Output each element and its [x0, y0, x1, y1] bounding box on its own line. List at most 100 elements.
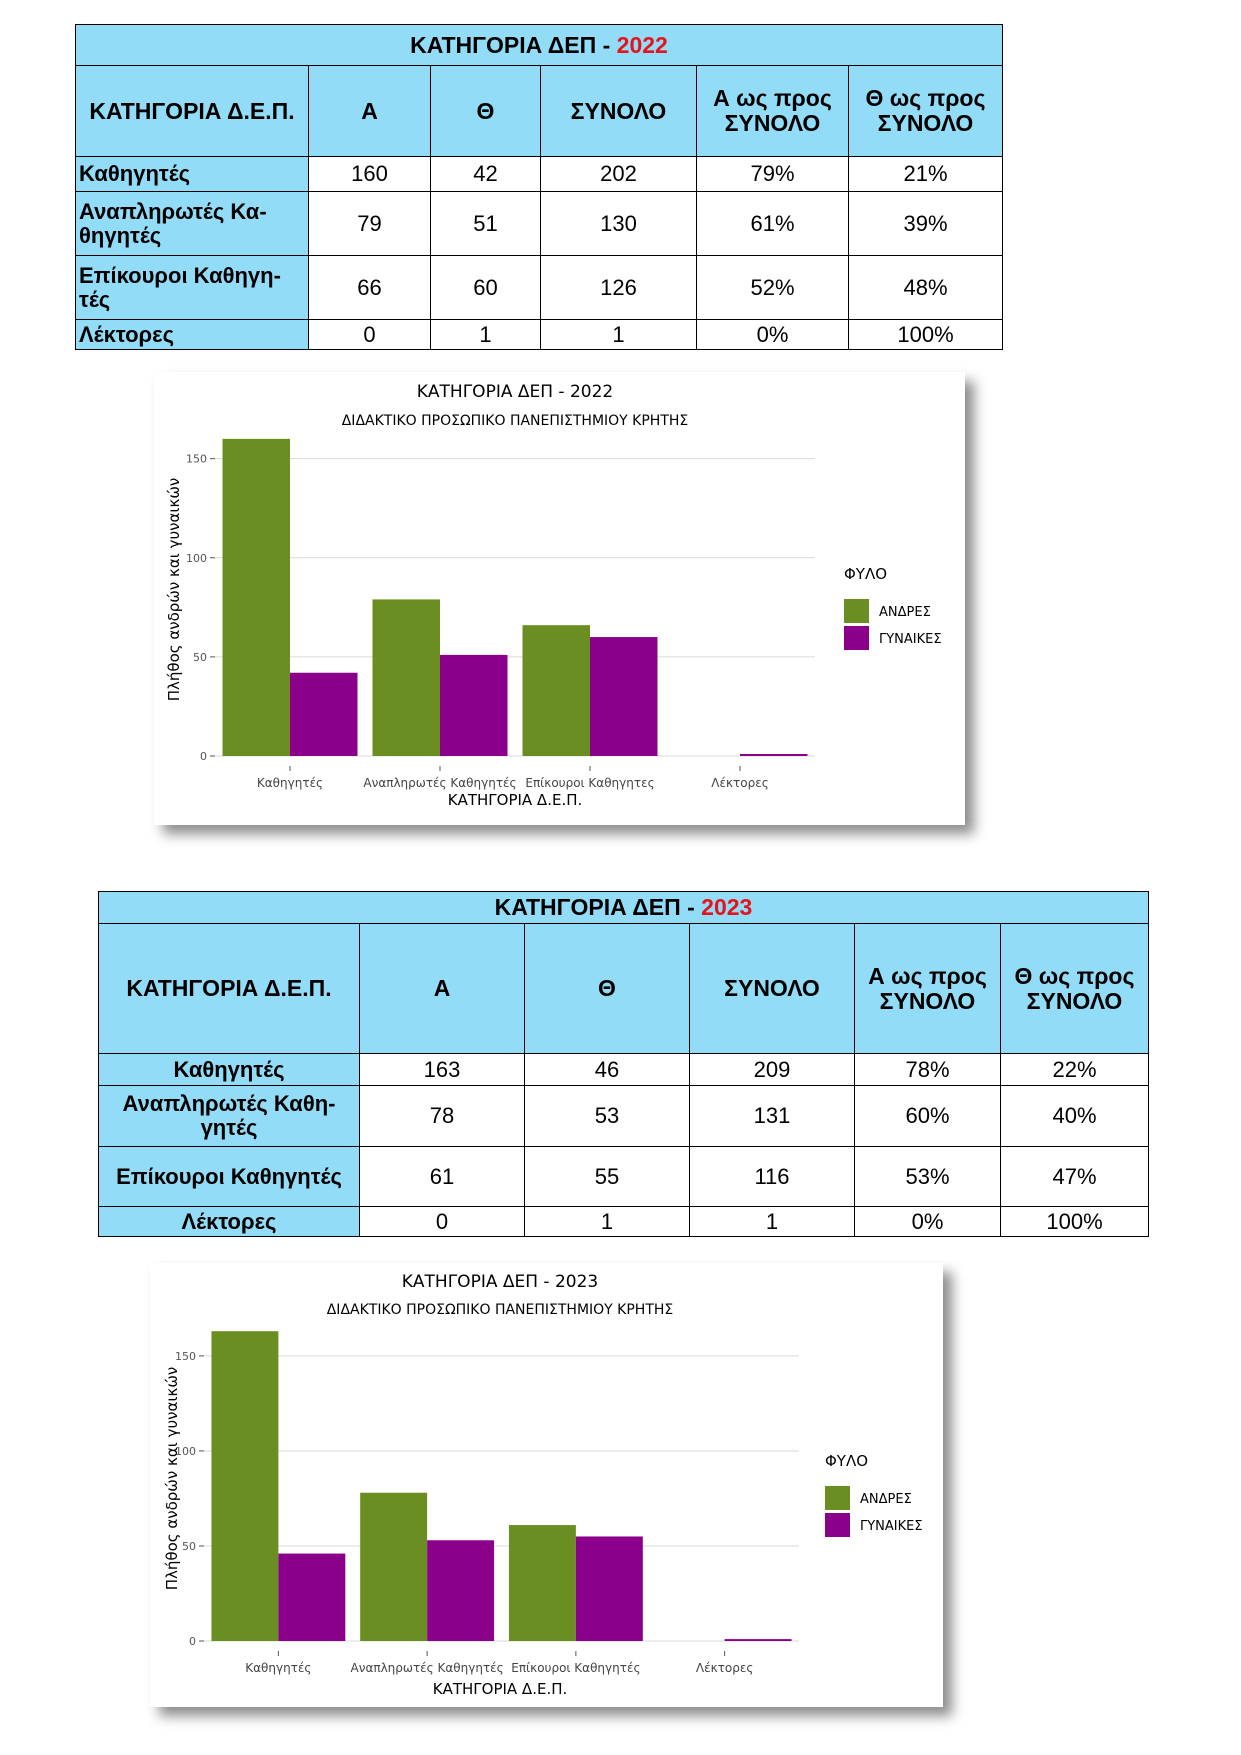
cell-men: 0	[359, 1206, 525, 1237]
cell-total: 131	[689, 1085, 855, 1147]
header-women: Θ	[430, 65, 541, 157]
legend-swatch	[825, 1513, 850, 1537]
chart-title: ΚΑΤΗΓΟΡΙΑ ΔΕΠ - 2023	[402, 1272, 598, 1292]
row-category: Καθηγητές	[75, 156, 309, 192]
cell-women: 60	[430, 255, 541, 320]
header-women-pct: Θ ως προς ΣΥΝΟΛΟ	[848, 65, 1003, 157]
legend-title: ΦΥΛΟ	[825, 1452, 868, 1470]
cell-women: 51	[430, 191, 541, 256]
x-axis-title: ΚΑΤΗΓΟΡΙΑ Δ.Ε.Π.	[448, 791, 583, 809]
header-men-pct: Α ως προς ΣΥΝΟΛΟ	[854, 923, 1001, 1054]
cell-total: 126	[540, 255, 697, 320]
legend-title: ΦΥΛΟ	[844, 565, 887, 583]
cell-women-pct: 47%	[1000, 1146, 1149, 1207]
cell-men-pct: 0%	[696, 319, 849, 350]
y-tick-label: 50	[182, 1540, 196, 1553]
bar-men	[508, 1525, 576, 1641]
table-row: Καθηγητές 160 42 202 79% 21%	[75, 156, 1003, 192]
bar-men	[211, 1331, 279, 1641]
table-row: Αναπληρωτές Καθη-γητές 78 53 131 60% 40%	[98, 1085, 1149, 1147]
cell-women: 1	[430, 319, 541, 350]
y-axis-title: Πλήθος ανδρών και γυναικών	[165, 478, 183, 702]
cell-total: 202	[540, 156, 697, 192]
cell-men-pct: 52%	[696, 255, 849, 320]
cell-total: 1	[689, 1206, 855, 1237]
bar-chart-2022: ΚΑΤΗΓΟΡΙΑ ΔΕΠ - 2022 ΔΙΔΑΚΤΙΚΟ ΠΡΟΣΩΠΙΚΟ …	[165, 382, 942, 809]
cell-women: 53	[524, 1085, 690, 1147]
cell-total: 116	[689, 1146, 855, 1207]
cell-women: 46	[524, 1053, 690, 1086]
chart-title: ΚΑΤΗΓΟΡΙΑ ΔΕΠ - 2022	[417, 382, 613, 402]
x-axis-title: ΚΑΤΗΓΟΡΙΑ Δ.Ε.Π.	[433, 1680, 568, 1698]
table-title: ΚΑΤΗΓΟΡΙΑ ΔΕΠ - 2023	[98, 891, 1149, 924]
bar-women	[575, 1536, 643, 1641]
y-tick-label: 0	[189, 1635, 196, 1648]
table-title-year: 2022	[616, 31, 668, 58]
y-tick-label: 50	[193, 651, 207, 664]
cell-women: 1	[524, 1206, 690, 1237]
row-category: Αναπληρωτές Καθη-γητές	[98, 1085, 360, 1147]
legend-swatch	[844, 626, 869, 650]
cell-men-pct: 79%	[696, 156, 849, 192]
row-category: Επίκουροι Καθηγητές	[98, 1146, 360, 1207]
table-title: ΚΑΤΗΓΟΡΙΑ ΔΕΠ - 2022	[75, 24, 1003, 66]
cell-women-pct: 48%	[848, 255, 1003, 320]
header-men: Α	[359, 923, 525, 1054]
bar-women	[740, 754, 808, 756]
bar-women	[290, 672, 358, 756]
cell-total: 130	[540, 191, 697, 256]
header-total: ΣΥΝΟΛΟ	[540, 65, 697, 157]
table-2023: ΚΑΤΗΓΟΡΙΑ ΔΕΠ - 2023 ΚΑΤΗΓΟΡΙΑ Δ.Ε.Π. Α …	[98, 891, 1149, 1237]
cell-women: 55	[524, 1146, 690, 1207]
cell-men-pct: 61%	[696, 191, 849, 256]
header-women-pct: Θ ως προς ΣΥΝΟΛΟ	[1000, 923, 1149, 1054]
y-tick-label: 150	[175, 1350, 196, 1363]
cell-women-pct: 21%	[848, 156, 1003, 192]
cell-men-pct: 60%	[854, 1085, 1001, 1147]
row-category: Αναπληρωτές Κα-θηγητές	[75, 191, 309, 256]
x-tick-label: Λέκτορες	[696, 1661, 753, 1675]
cell-total: 1	[540, 319, 697, 350]
cell-men: 66	[308, 255, 431, 320]
cell-men: 61	[359, 1146, 525, 1207]
row-category: Καθηγητές	[98, 1053, 360, 1086]
row-category: Λέκτορες	[98, 1206, 360, 1237]
y-tick-label: 0	[200, 750, 207, 763]
header-men-pct: Α ως προς ΣΥΝΟΛΟ	[696, 65, 849, 157]
y-tick-label: 100	[186, 552, 207, 565]
table-title-text: ΚΑΤΗΓΟΡΙΑ ΔΕΠ -	[494, 894, 702, 920]
x-tick-label: Καθηγητές	[245, 1661, 311, 1675]
cell-total: 209	[689, 1053, 855, 1086]
chart-subtitle: ΔΙΔΑΚΤΙΚΟ ΠΡΟΣΩΠΙΚΟ ΠΑΝΕΠΙΣΤΗΜΙΟΥ ΚΡΗΤΗΣ	[342, 413, 689, 429]
header-total: ΣΥΝΟΛΟ	[689, 923, 855, 1054]
cell-men: 79	[308, 191, 431, 256]
table-row: Καθηγητές 163 46 209 78% 22%	[98, 1053, 1149, 1086]
cell-women-pct: 40%	[1000, 1085, 1149, 1147]
legend-label: ΑΝΔΡΕΣ	[860, 1492, 912, 1507]
table-title-year: 2023	[701, 894, 753, 920]
cell-men: 163	[359, 1053, 525, 1086]
x-tick-label: Αναπληρωτές Καθηγητές	[363, 776, 516, 790]
table-row: Επίκουροι Καθηγητές 61 55 116 53% 47%	[98, 1146, 1149, 1207]
legend-label: ΓΥΝΑΙΚΕΣ	[879, 632, 942, 647]
bar-men	[360, 1492, 428, 1641]
cell-men: 160	[308, 156, 431, 192]
bar-women	[427, 1540, 495, 1641]
bar-women	[590, 637, 658, 756]
header-men: Α	[308, 65, 431, 157]
bar-women	[440, 654, 508, 756]
bar-men	[222, 438, 290, 756]
x-tick-label: Επίκουροι Καθηγητες	[525, 776, 654, 790]
chart-subtitle: ΔΙΔΑΚΤΙΚΟ ΠΡΟΣΩΠΙΚΟ ΠΑΝΕΠΙΣΤΗΜΙΟΥ ΚΡΗΤΗΣ	[327, 1302, 674, 1318]
x-tick-label: Καθηγητές	[257, 776, 323, 790]
cell-men-pct: 0%	[854, 1206, 1001, 1237]
table-2022: ΚΑΤΗΓΟΡΙΑ ΔΕΠ - 2022 ΚΑΤΗΓΟΡΙΑ Δ.Ε.Π. Α …	[75, 24, 1003, 350]
table-row: Λέκτορες 0 1 1 0% 100%	[75, 319, 1003, 350]
cell-men-pct: 78%	[854, 1053, 1001, 1086]
cell-women-pct: 39%	[848, 191, 1003, 256]
bar-women	[278, 1553, 346, 1641]
bar-women	[724, 1639, 792, 1641]
cell-women-pct: 22%	[1000, 1053, 1149, 1086]
header-category: ΚΑΤΗΓΟΡΙΑ Δ.Ε.Π.	[75, 65, 309, 157]
table-row: Επίκουροι Καθηγη-τές 66 60 126 52% 48%	[75, 255, 1003, 320]
